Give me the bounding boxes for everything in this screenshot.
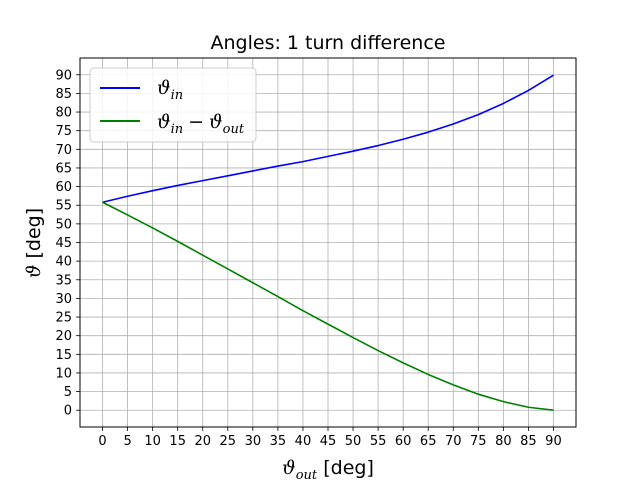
x-tick-label: 80 (495, 434, 512, 449)
y-tick-label: 35 (55, 273, 72, 288)
legend-theta-in-symbol: ϑ (157, 77, 171, 99)
x-axis-label-subscript: out (296, 468, 318, 480)
y-tick-label: 75 (55, 124, 72, 139)
y-tick-label: 90 (55, 68, 72, 83)
x-tick-label: 90 (545, 434, 562, 449)
x-tick-label: 25 (220, 434, 237, 449)
axis-ticks: 0 5 10 15 20 25 30 35 40 45 50 55 60 65 70 75 80 85 90 0 5 10… (55, 68, 561, 449)
y-axis-label-symbol: ϑ (23, 265, 45, 279)
series-line-theta-diff (102, 201, 554, 412)
y-tick-label: 50 (55, 217, 72, 232)
y-tick-label: 5 (64, 385, 72, 400)
legend: ϑin ϑin − ϑout (89, 67, 257, 143)
chart-title: Angles: 1 turn difference (211, 32, 446, 54)
x-axis-label-symbol: ϑ (282, 457, 296, 479)
y-tick-label: 60 (55, 180, 72, 195)
y-tick-label: 70 (55, 143, 72, 158)
x-tick-label: 30 (245, 434, 262, 449)
legend-diff-symbol2: ϑ (209, 111, 223, 133)
x-tick-label: 0 (98, 434, 106, 449)
legend-diff-minus: − (188, 111, 204, 133)
legend-diff-subscript: in (171, 122, 184, 137)
y-tick-label: 10 (55, 366, 72, 381)
x-tick-label: 75 (470, 434, 487, 449)
x-tick-label: 35 (270, 434, 287, 449)
y-tick-label: 55 (55, 199, 72, 214)
y-axis-label-unit: [deg] (23, 208, 45, 259)
y-tick-label: 0 (64, 404, 72, 419)
x-axis-label-unit: [deg] (323, 457, 374, 479)
legend-label-theta-in: ϑin (157, 77, 183, 103)
legend-diff-symbol: ϑ (157, 111, 171, 133)
legend-label-theta-diff: ϑin − ϑout (157, 111, 245, 137)
y-tick-label: 30 (55, 292, 72, 307)
y-tick-label: 65 (55, 161, 72, 176)
y-tick-label: 20 (55, 329, 72, 344)
x-tick-label: 85 (520, 434, 537, 449)
series-line-theta-in (102, 74, 554, 204)
y-tick-label: 25 (55, 311, 72, 326)
y-tick-label: 45 (55, 236, 72, 251)
x-tick-label: 10 (144, 434, 161, 449)
x-tick-label: 60 (395, 434, 412, 449)
x-tick-label: 45 (320, 434, 337, 449)
x-tick-label: 70 (445, 434, 462, 449)
legend-diff-subscript2: out (223, 122, 245, 137)
x-axis-label: ϑout [deg] (282, 457, 374, 480)
x-tick-label: 55 (370, 434, 387, 449)
x-tick-label: 20 (194, 434, 211, 449)
y-tick-label: 85 (55, 87, 72, 102)
y-tick-label: 80 (55, 106, 72, 121)
x-tick-label: 40 (295, 434, 312, 449)
x-tick-label: 65 (420, 434, 437, 449)
series-layer (102, 74, 554, 412)
legend-box (89, 67, 257, 143)
legend-theta-in-subscript: in (171, 88, 184, 103)
y-tick-label: 15 (55, 348, 72, 363)
x-tick-label: 15 (169, 434, 186, 449)
x-tick-label: 5 (123, 434, 131, 449)
x-tick-label: 50 (345, 434, 362, 449)
y-axis-label: ϑ [deg] (23, 208, 45, 278)
y-tick-label: 40 (55, 255, 72, 270)
